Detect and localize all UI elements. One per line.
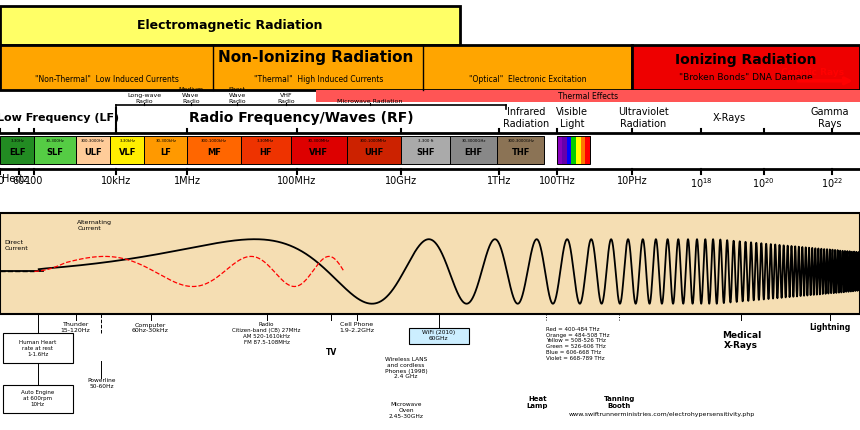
Text: Ultraviolet
Radiation: Ultraviolet Radiation [617,108,669,129]
Bar [110,136,144,164]
Text: WiFi (2010)
60GHz: WiFi (2010) 60GHz [422,330,455,341]
Bar [76,136,110,164]
Text: VHF
Radio: VHF Radio [278,93,295,104]
Bar [562,136,568,164]
Text: HF: HF [260,148,272,157]
Bar [316,90,860,102]
Bar [586,136,591,164]
Text: Red = 400-484 THz
Orange = 484-508 THz
Yellow = 508-526 THz
Green = 526-606 THz
: Red = 400-484 THz Orange = 484-508 THz Y… [546,327,610,361]
Text: 300-1000MHz: 300-1000MHz [360,138,387,143]
Text: Cosmic Rays: Cosmic Rays [781,68,845,77]
Text: 300-3000Hz: 300-3000Hz [81,138,105,143]
Text: Electromagnetic Radiation: Electromagnetic Radiation [138,18,322,31]
Text: "Non-Thermal"  Low Induced Currents: "Non-Thermal" Low Induced Currents [34,74,179,83]
Text: Short
Wave
Radio: Short Wave Radio [229,87,246,104]
Text: EHF: EHF [464,148,482,157]
Bar [3,385,73,413]
Bar [144,136,187,164]
Text: 60: 60 [13,176,25,186]
Text: VLF: VLF [119,148,136,157]
Text: Low Frequency (LF): Low Frequency (LF) [0,113,120,123]
Text: Radio Frequency/Waves (RF): Radio Frequency/Waves (RF) [188,111,414,125]
Text: ULF: ULF [84,148,101,157]
Text: "Broken Bonds" DNA Damage: "Broken Bonds" DNA Damage [679,73,813,82]
Text: 30-3000GHz: 30-3000GHz [461,138,486,143]
Text: ELF: ELF [9,148,26,157]
Text: 3-30kHz: 3-30kHz [120,138,135,143]
Text: THF: THF [512,148,530,157]
Text: $10^{22}$: $10^{22}$ [821,176,844,190]
Bar [401,136,450,164]
Text: Powerline
50-60Hz: Powerline 50-60Hz [87,378,116,389]
Text: 1MHz: 1MHz [174,176,201,186]
Text: Gamma
Rays: Gamma Rays [811,108,849,129]
Bar [291,136,347,164]
Text: 10PHz: 10PHz [617,176,648,186]
Text: Tanning
Booth: Tanning Booth [604,396,635,408]
Text: $10^{20}$: $10^{20}$ [752,176,775,190]
Bar [567,136,572,164]
Text: 30-300MHz: 30-300MHz [308,138,329,143]
Text: Ionizing Radiation: Ionizing Radiation [675,52,817,67]
Text: $10^{18}$: $10^{18}$ [690,176,712,190]
Text: 100MHz: 100MHz [277,176,316,186]
Text: Lightning: Lightning [809,322,851,332]
Bar [187,136,241,164]
Text: LF: LF [161,148,171,157]
Text: 1THz: 1THz [487,176,511,186]
Bar [34,136,76,164]
Text: 300-1000kHz: 300-1000kHz [201,138,227,143]
Text: Microwave Radiation: Microwave Radiation [337,99,402,104]
Bar [0,45,632,90]
Bar [0,213,860,314]
Text: SHF: SHF [416,148,434,157]
Text: 300-3000GHz: 300-3000GHz [507,138,534,143]
Bar [571,136,577,164]
Text: Hertz: Hertz [2,174,28,184]
Text: X-Rays: X-Rays [713,113,746,123]
Text: Microwave
Oven
2.45-30GHz: Microwave Oven 2.45-30GHz [389,402,423,419]
Text: "Thermal"  High Induced Currents: "Thermal" High Induced Currents [254,74,383,83]
Text: Human Heart
rate at rest
1-1.6Hz: Human Heart rate at rest 1-1.6Hz [19,340,57,356]
Text: 30-300Hz: 30-300Hz [46,138,64,143]
Bar [580,136,587,164]
Text: Direct
Current: Direct Current [4,240,28,251]
Text: Non-Ionizing Radiation: Non-Ionizing Radiation [218,50,414,65]
Text: Auto Engine
at 600rpm
10Hz: Auto Engine at 600rpm 10Hz [22,390,54,407]
Bar [3,333,73,363]
Text: Radio
Citizen-band (CB) 27MHz
AM 520-1610kHz
FM 87.5-108MHz: Radio Citizen-band (CB) 27MHz AM 520-161… [232,322,301,345]
Text: Medical
X-Rays: Medical X-Rays [722,331,761,350]
Text: 100THz: 100THz [539,176,575,186]
Text: Medium
Wave
Radio: Medium Wave Radio [178,87,204,104]
Text: UHF: UHF [364,148,384,157]
Text: Heat
Lamp: Heat Lamp [526,396,549,408]
Bar [450,136,497,164]
Bar [241,136,291,164]
Text: MF: MF [207,148,221,157]
Text: Computer
60hz-30kHz: Computer 60hz-30kHz [132,322,169,333]
Bar [632,45,860,90]
Text: Visible
Light: Visible Light [556,108,588,129]
Text: 0: 0 [0,176,3,186]
Text: 10kHz: 10kHz [101,176,132,186]
Bar [347,136,401,164]
Text: Wireless LANS
and cordless
Phones (1998)
2.4 GHz: Wireless LANS and cordless Phones (1998)… [384,357,427,379]
Text: 30-300kHz: 30-300kHz [156,138,176,143]
Text: "Optical"  Electronic Excitation: "Optical" Electronic Excitation [469,74,587,83]
Text: Thunder
15-120Hz: Thunder 15-120Hz [61,322,90,333]
Text: 3-30MHz: 3-30MHz [257,138,274,143]
Text: Infrared
Radiation: Infrared Radiation [503,108,550,129]
Bar [557,136,562,164]
Text: 100: 100 [25,176,44,186]
Text: VHF: VHF [309,148,329,157]
Text: 3-30Hz: 3-30Hz [10,138,24,143]
Bar [408,328,469,344]
Text: 10GHz: 10GHz [384,176,417,186]
Bar [576,136,581,164]
Text: Cell Phone
1.9-2.2GHz: Cell Phone 1.9-2.2GHz [340,322,374,333]
Text: TV: TV [325,348,337,357]
Bar [0,6,460,45]
Text: 3-300 ft: 3-300 ft [418,138,433,143]
Bar [0,136,34,164]
Text: Alternating
Current: Alternating Current [77,220,113,230]
